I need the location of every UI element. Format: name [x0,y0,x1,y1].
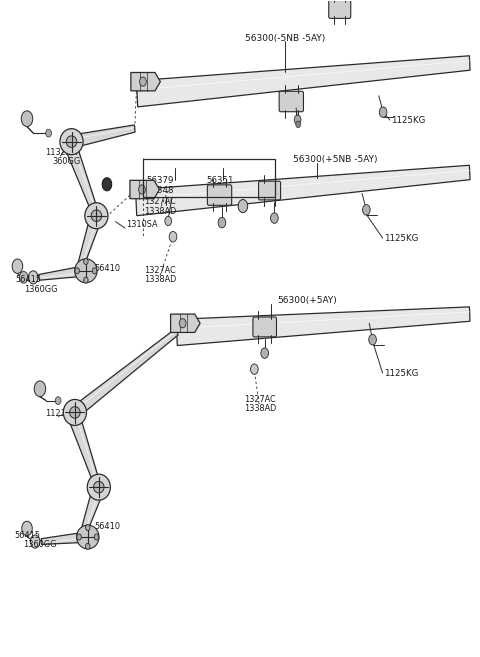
Polygon shape [82,484,104,532]
Circle shape [369,334,376,345]
Circle shape [84,277,88,283]
Polygon shape [39,265,86,281]
Text: 56300(+5AY): 56300(+5AY) [277,296,337,305]
Circle shape [238,200,248,213]
Polygon shape [170,314,200,332]
Polygon shape [41,532,88,545]
Text: 1123AU: 1123AU [45,409,77,419]
FancyBboxPatch shape [253,317,276,337]
FancyBboxPatch shape [259,181,281,200]
Polygon shape [176,307,470,346]
Ellipse shape [70,407,80,419]
Circle shape [22,521,32,535]
Circle shape [75,268,79,274]
Polygon shape [71,125,135,148]
Text: 360GG: 360GG [52,158,81,166]
Circle shape [294,115,301,124]
Circle shape [169,231,177,242]
Circle shape [55,397,61,405]
Text: 1310SA: 1310SA [126,220,157,229]
Text: 56410: 56410 [95,263,120,273]
Circle shape [139,185,145,194]
Text: 56410: 56410 [95,522,120,531]
Text: 1338AD: 1338AD [144,207,177,215]
Ellipse shape [91,210,102,221]
Circle shape [84,258,88,265]
Circle shape [28,271,38,284]
Text: 56415: 56415 [15,275,41,284]
Circle shape [34,381,46,397]
Text: 1125KG: 1125KG [384,233,418,242]
Circle shape [30,535,40,548]
Text: 56300(+5NB -5AY): 56300(+5NB -5AY) [293,155,378,164]
Circle shape [21,111,33,127]
Circle shape [296,121,300,127]
Ellipse shape [63,399,86,425]
Polygon shape [72,328,178,418]
Circle shape [12,259,23,273]
Circle shape [379,107,387,118]
Circle shape [165,216,171,225]
FancyBboxPatch shape [329,0,351,18]
Circle shape [46,129,51,137]
Circle shape [94,534,99,540]
Ellipse shape [66,136,77,147]
Text: 1360GG: 1360GG [23,540,56,549]
Text: 1327AC: 1327AC [144,266,176,275]
Text: 56348: 56348 [147,187,174,195]
Circle shape [77,534,81,540]
Ellipse shape [87,474,110,500]
FancyBboxPatch shape [207,185,232,205]
Polygon shape [130,180,159,198]
Polygon shape [66,145,98,214]
Text: 56351: 56351 [206,176,234,185]
Ellipse shape [60,129,83,154]
Circle shape [85,524,90,531]
Ellipse shape [77,525,99,549]
Text: 1338AD: 1338AD [144,275,177,284]
Ellipse shape [94,482,104,493]
Text: 56300(-5NB -5AY): 56300(-5NB -5AY) [245,34,325,43]
Text: 56379: 56379 [147,176,174,185]
Polygon shape [136,56,470,107]
Polygon shape [131,72,160,91]
Circle shape [251,364,258,374]
Text: 1338AD: 1338AD [244,404,276,413]
Circle shape [362,204,370,215]
Ellipse shape [85,203,108,229]
Polygon shape [78,213,102,266]
Circle shape [140,77,146,86]
Bar [144,160,275,197]
Text: 1125KG: 1125KG [384,369,418,378]
Circle shape [218,217,226,228]
Text: 1125KG: 1125KG [391,116,425,125]
Text: 1132AA: 1132AA [45,148,77,157]
Circle shape [271,213,278,223]
Circle shape [261,348,268,359]
Circle shape [102,177,112,191]
Text: 56415: 56415 [14,530,40,539]
Circle shape [92,268,97,274]
Circle shape [19,271,28,283]
Polygon shape [70,416,98,481]
Circle shape [85,543,90,549]
Ellipse shape [75,259,97,283]
Text: 1327AC: 1327AC [144,198,176,206]
Circle shape [180,319,186,328]
FancyBboxPatch shape [279,91,303,112]
Text: 1327AC: 1327AC [244,395,276,404]
Polygon shape [135,166,470,215]
Text: 1360GG: 1360GG [24,285,57,294]
